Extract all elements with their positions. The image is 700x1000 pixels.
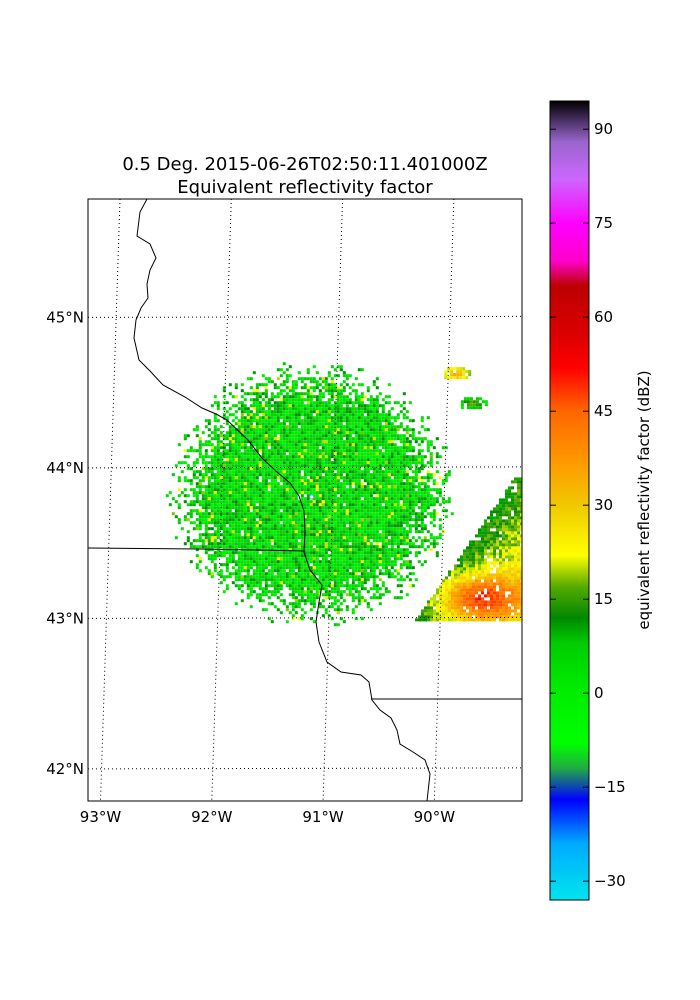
- lon-tick-label: 93°W: [80, 808, 122, 826]
- colorbar-tick-label: 45: [594, 402, 613, 420]
- lon-tick-label: 90°W: [414, 808, 456, 826]
- colorbar-tick-label: 30: [594, 496, 613, 514]
- map-gridlines: [88, 199, 522, 801]
- mississippi-river-border: [133, 199, 431, 801]
- echo-region-clutter: [165, 362, 454, 627]
- meridian-line: [322, 199, 344, 801]
- reflectivity-echoes: [165, 362, 522, 627]
- chart-title-line1: 0.5 Deg. 2015-06-26T02:50:11.401000Z: [122, 154, 487, 175]
- parallel-line: [88, 466, 522, 469]
- colorbar-tick-label: 90: [594, 120, 613, 138]
- colorbar-tick-label: 0: [594, 684, 604, 702]
- chart-title-line2: Equivalent reflectivity factor: [177, 177, 433, 198]
- colorbar-tick-label: −15: [594, 778, 626, 796]
- parallel-line: [88, 315, 522, 318]
- colorbar-tick-label: 15: [594, 590, 613, 608]
- colorbar-tick-label: 75: [594, 214, 613, 232]
- lon-tick-label: 91°W: [302, 808, 344, 826]
- mn-ia-border: [88, 547, 306, 552]
- parallel-line: [88, 616, 522, 619]
- colorbar-tick-label: −30: [594, 872, 626, 890]
- echo-region-cell: [444, 367, 472, 380]
- echo-region-cell: [460, 397, 488, 410]
- colorbar: [549, 100, 590, 901]
- lat-tick-label: 42°N: [46, 760, 84, 778]
- colorbar-ticks: [550, 128, 589, 882]
- state-borders: [88, 199, 522, 801]
- lat-tick-label: 44°N: [46, 459, 84, 477]
- colorbar-tick-labels: −30 −15 0 15 30 45 60 75 90: [594, 120, 626, 890]
- lat-tick-label: 45°N: [46, 308, 84, 326]
- colorbar-tick-label: 60: [594, 308, 613, 326]
- lon-tick-label: 92°W: [191, 808, 233, 826]
- meridian-line: [433, 199, 455, 801]
- colorbar-label: equivalent reflectivity factor (dBZ): [635, 370, 653, 629]
- lat-tick-label: 43°N: [46, 609, 84, 627]
- radar-site-marker: [309, 494, 315, 500]
- map-frame: [87, 198, 523, 802]
- meridian-line: [211, 199, 232, 801]
- lat-tick-labels: 42°N 43°N 44°N 45°N: [46, 308, 84, 778]
- meridian-line: [100, 199, 121, 801]
- map-layers: [88, 199, 522, 801]
- lon-tick-labels: 93°W 92°W 91°W 90°W: [80, 808, 455, 826]
- parallel-line: [88, 767, 522, 770]
